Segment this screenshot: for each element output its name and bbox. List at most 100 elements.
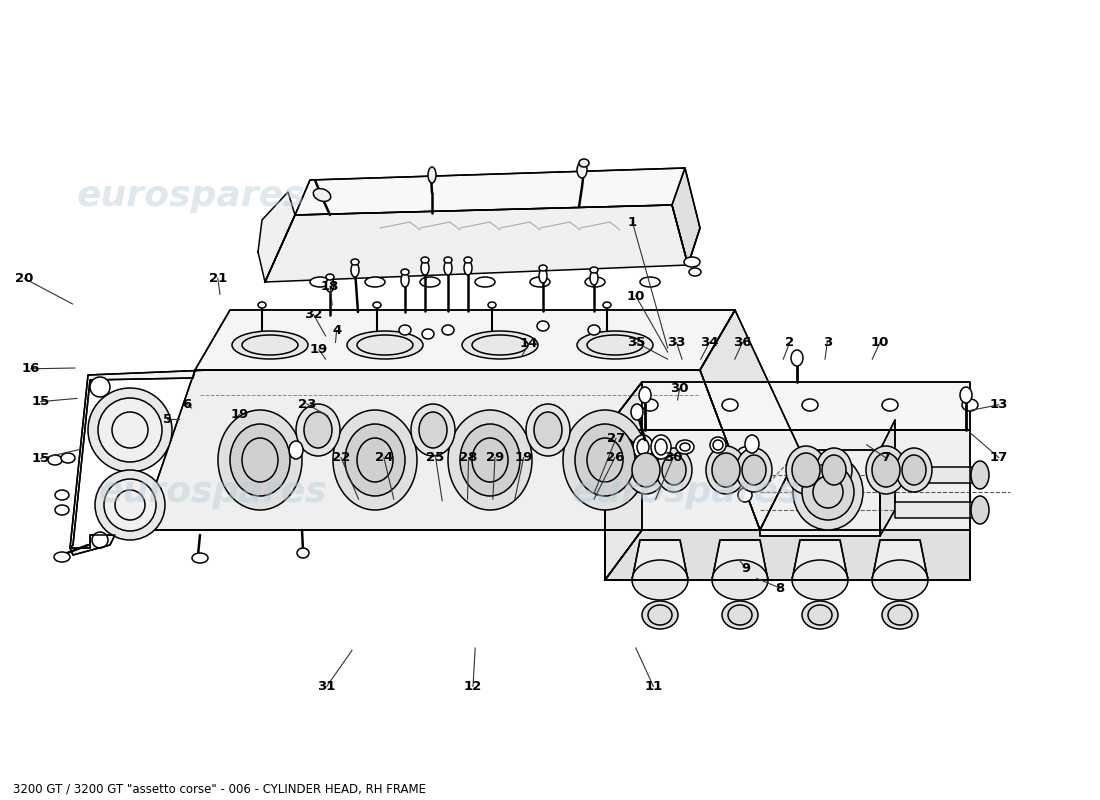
- Ellipse shape: [632, 453, 660, 487]
- Ellipse shape: [464, 257, 472, 263]
- Text: 2: 2: [785, 336, 794, 349]
- Ellipse shape: [684, 257, 700, 267]
- Text: 33: 33: [668, 336, 685, 349]
- Polygon shape: [895, 467, 980, 483]
- Ellipse shape: [642, 601, 678, 629]
- Ellipse shape: [373, 302, 381, 308]
- Text: 6: 6: [183, 398, 191, 410]
- Text: 15: 15: [32, 452, 50, 465]
- Text: 8: 8: [776, 582, 784, 594]
- Ellipse shape: [745, 435, 759, 453]
- Text: 25: 25: [427, 451, 444, 464]
- Ellipse shape: [971, 496, 989, 524]
- Ellipse shape: [326, 278, 334, 292]
- Ellipse shape: [792, 560, 848, 600]
- Ellipse shape: [585, 277, 605, 287]
- Ellipse shape: [737, 447, 754, 463]
- Ellipse shape: [526, 404, 570, 456]
- Ellipse shape: [365, 277, 385, 287]
- Text: 21: 21: [209, 272, 227, 285]
- Text: 30: 30: [664, 451, 682, 464]
- Ellipse shape: [460, 424, 520, 496]
- Text: eurospares: eurospares: [77, 179, 306, 213]
- Ellipse shape: [578, 331, 653, 359]
- Text: 16: 16: [22, 362, 40, 375]
- Ellipse shape: [462, 331, 538, 359]
- Ellipse shape: [588, 325, 600, 335]
- Ellipse shape: [422, 329, 435, 339]
- Ellipse shape: [333, 410, 417, 510]
- Ellipse shape: [712, 560, 768, 600]
- Polygon shape: [295, 168, 685, 215]
- Text: 5: 5: [163, 413, 172, 426]
- Text: 9: 9: [741, 562, 750, 574]
- Ellipse shape: [676, 440, 694, 454]
- Ellipse shape: [610, 437, 634, 457]
- Ellipse shape: [104, 479, 156, 531]
- Ellipse shape: [712, 453, 740, 487]
- Ellipse shape: [54, 552, 70, 562]
- Ellipse shape: [792, 453, 820, 487]
- Text: 29: 29: [486, 451, 504, 464]
- Text: 1: 1: [628, 216, 637, 229]
- Ellipse shape: [537, 321, 549, 331]
- Text: 12: 12: [464, 680, 482, 693]
- Text: 22: 22: [332, 451, 350, 464]
- Polygon shape: [632, 540, 688, 580]
- Ellipse shape: [822, 455, 846, 485]
- Ellipse shape: [793, 454, 864, 530]
- Ellipse shape: [444, 261, 452, 275]
- Text: 23: 23: [298, 398, 316, 410]
- Ellipse shape: [464, 261, 472, 275]
- Ellipse shape: [738, 488, 752, 502]
- Ellipse shape: [710, 437, 726, 453]
- Ellipse shape: [590, 267, 598, 273]
- Ellipse shape: [345, 424, 405, 496]
- Ellipse shape: [469, 441, 483, 459]
- Text: 32: 32: [305, 308, 322, 321]
- Ellipse shape: [442, 325, 454, 335]
- Ellipse shape: [420, 277, 440, 287]
- Polygon shape: [195, 310, 735, 370]
- Ellipse shape: [444, 257, 452, 263]
- Polygon shape: [605, 430, 970, 580]
- Ellipse shape: [475, 277, 495, 287]
- Polygon shape: [700, 310, 800, 530]
- Ellipse shape: [872, 453, 900, 487]
- Ellipse shape: [48, 455, 62, 465]
- Text: 26: 26: [606, 451, 624, 464]
- Ellipse shape: [95, 470, 165, 540]
- Text: 30: 30: [671, 382, 689, 394]
- Polygon shape: [605, 382, 970, 430]
- Text: 14: 14: [520, 337, 538, 350]
- Ellipse shape: [563, 410, 647, 510]
- Ellipse shape: [90, 377, 110, 397]
- Text: 24: 24: [375, 451, 393, 464]
- Ellipse shape: [296, 404, 340, 456]
- Text: 10: 10: [627, 290, 645, 302]
- Ellipse shape: [626, 446, 666, 494]
- Text: 3: 3: [823, 336, 832, 349]
- Ellipse shape: [399, 325, 411, 335]
- Ellipse shape: [689, 268, 701, 276]
- Polygon shape: [605, 530, 970, 580]
- Ellipse shape: [632, 435, 653, 459]
- Ellipse shape: [639, 387, 651, 403]
- Polygon shape: [792, 540, 848, 580]
- Ellipse shape: [640, 277, 660, 287]
- Ellipse shape: [55, 505, 69, 515]
- Ellipse shape: [706, 446, 746, 494]
- Polygon shape: [605, 382, 642, 580]
- Ellipse shape: [632, 560, 688, 600]
- Ellipse shape: [791, 350, 803, 366]
- Ellipse shape: [872, 560, 928, 600]
- Ellipse shape: [722, 601, 758, 629]
- Text: 36: 36: [734, 336, 751, 349]
- Ellipse shape: [651, 435, 671, 459]
- Text: 15: 15: [32, 395, 50, 408]
- Ellipse shape: [656, 448, 692, 492]
- Ellipse shape: [960, 387, 972, 403]
- Text: 3200 GT / 3200 GT "assetto corse" - 006 - CYLINDER HEAD, RH FRAME: 3200 GT / 3200 GT "assetto corse" - 006 …: [13, 782, 426, 795]
- Ellipse shape: [802, 601, 838, 629]
- Ellipse shape: [326, 274, 334, 280]
